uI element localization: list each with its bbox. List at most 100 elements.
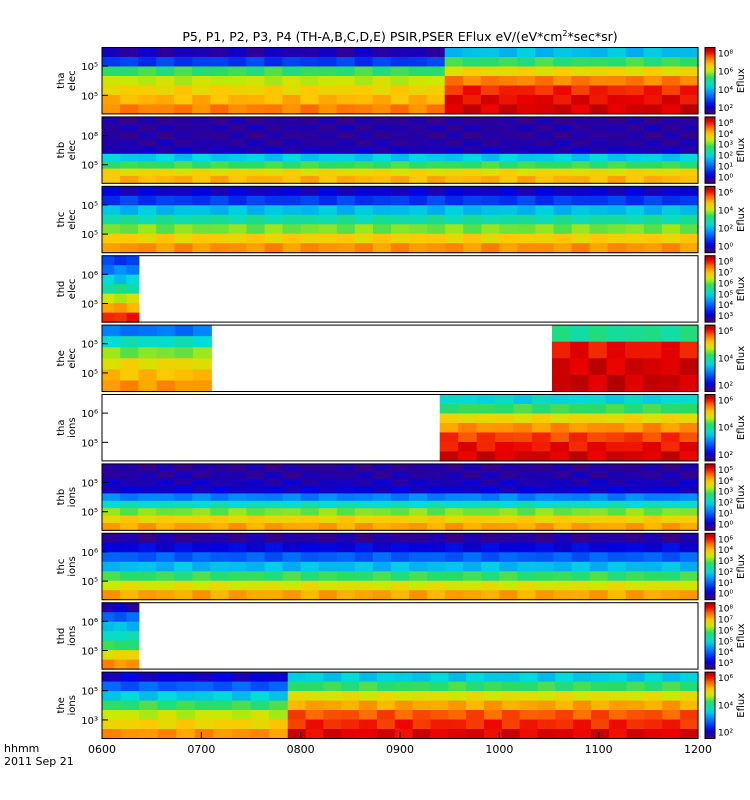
spectrogram-cell <box>102 66 121 77</box>
spectrogram-cell <box>250 719 270 730</box>
spectrogram-cell <box>499 146 518 155</box>
spectrogram-cell <box>463 471 482 480</box>
spectrogram-cell <box>282 94 302 106</box>
spectrogram-cell <box>138 146 157 155</box>
spectrogram-cell <box>300 224 320 235</box>
spectrogram-cell <box>210 124 230 133</box>
spectrogram-cell <box>513 403 533 415</box>
spectrogram-cell <box>394 729 414 740</box>
panels: 10⁵10⁵thaelec10⁸10⁶10⁴10²Eflux10⁸10⁵thbe… <box>56 47 747 740</box>
spectrogram-cell <box>498 47 518 58</box>
spectrogram-cell <box>156 552 175 563</box>
spectrogram-cell <box>210 471 230 480</box>
colorbar-tick: 10⁸ <box>718 50 733 60</box>
spectrogram-cell <box>102 522 121 531</box>
spectrogram-cell <box>114 312 128 323</box>
spectrogram-cell <box>589 500 609 509</box>
spectrogram-cell <box>626 672 646 683</box>
spectrogram-cell <box>210 56 229 68</box>
panel-frame <box>101 463 699 531</box>
spectrogram-cell <box>499 486 518 495</box>
spectrogram-cell <box>481 542 500 553</box>
spectrogram-cell <box>228 146 248 155</box>
spectrogram-cell <box>409 175 428 184</box>
spectrogram-cell <box>323 700 342 711</box>
panel-ylabel: thbelec <box>56 140 78 161</box>
spectrogram-cell <box>409 515 428 524</box>
spectrogram-cell <box>354 486 374 495</box>
spectrogram-cell <box>138 515 157 524</box>
spectrogram-cell <box>439 422 459 434</box>
spectrogram-cell <box>300 153 320 162</box>
spectrogram-cell <box>232 700 252 711</box>
spectrogram-cell <box>550 441 570 453</box>
spectrogram-cell <box>607 168 627 177</box>
y-tick-label: 10⁵ <box>81 369 98 380</box>
panel-frame <box>101 116 699 184</box>
spectrogram-cell <box>390 175 410 184</box>
colorbar-tick: 10⁴ <box>718 701 733 711</box>
spectrogram-cell <box>138 161 157 170</box>
spectrogram-cell <box>481 552 500 563</box>
spectrogram-cell <box>481 233 500 244</box>
spectrogram-cell <box>192 153 211 162</box>
spectrogram-cell <box>445 478 464 487</box>
spectrogram-cell <box>228 124 248 133</box>
spectrogram-cell <box>463 139 482 148</box>
spectrogram-cell <box>445 131 464 140</box>
spectrogram-cell <box>625 500 645 509</box>
spectrogram-cell <box>643 56 663 68</box>
spectrogram-cell <box>499 161 518 170</box>
spectrogram-cell <box>246 153 266 162</box>
spectrogram-cell <box>390 75 410 87</box>
spectrogram-cell <box>571 571 591 582</box>
spectrogram-cell <box>499 153 518 162</box>
spectrogram-cell <box>192 85 211 96</box>
spectrogram-cell <box>499 590 518 601</box>
spectrogram-cell <box>481 522 500 531</box>
spectrogram-cell <box>174 168 193 177</box>
spectrogram-cell <box>480 75 500 87</box>
spectrogram-cell <box>120 224 139 235</box>
spectrogram-cell <box>679 153 699 162</box>
spectrogram-cell <box>264 522 284 531</box>
spectrogram-cell <box>390 94 410 106</box>
spectrogram-cell <box>372 139 392 148</box>
spectrogram-cell <box>513 413 533 424</box>
spectrogram-cell <box>102 369 121 382</box>
spectrogram-cell <box>571 56 591 68</box>
spectrogram-cell <box>430 729 449 740</box>
spectrogram-cell <box>513 422 533 434</box>
spectrogram-cell <box>458 451 478 462</box>
spectrogram-cell <box>300 146 320 155</box>
spectrogram-cell <box>661 75 681 87</box>
spectrogram-cell <box>354 205 374 216</box>
spectrogram-cell <box>679 451 699 462</box>
spectrogram-cell <box>336 486 356 495</box>
spectrogram-cell <box>228 571 248 582</box>
spectrogram-cell <box>213 700 233 711</box>
spectrogram-cell <box>354 478 374 487</box>
spectrogram-cell <box>394 691 414 702</box>
spectrogram-cell <box>571 561 591 572</box>
spectrogram-cell <box>300 139 320 148</box>
spectrogram-cell <box>426 85 446 96</box>
spectrogram-cell <box>480 56 500 68</box>
spectrogram-cell <box>607 131 627 140</box>
spectrogram-cell <box>409 478 428 487</box>
spectrogram-cell <box>269 681 289 692</box>
spectrogram-cell <box>427 186 446 197</box>
spectrogram-cell <box>430 700 449 711</box>
spectrogram-cell <box>462 85 482 96</box>
spectrogram-cell <box>264 66 283 77</box>
spectrogram-cell <box>483 710 503 721</box>
spectrogram-cell <box>643 243 663 254</box>
spectrogram-cell <box>661 542 681 553</box>
spectrogram-cell <box>571 224 591 235</box>
spectrogram-cell <box>553 124 573 133</box>
spectrogram-cell <box>679 580 699 591</box>
spectrogram-cell <box>102 590 121 601</box>
spectrogram-cell <box>625 542 645 553</box>
spectrogram-cell <box>318 124 338 133</box>
spectrogram-cell <box>318 94 338 106</box>
